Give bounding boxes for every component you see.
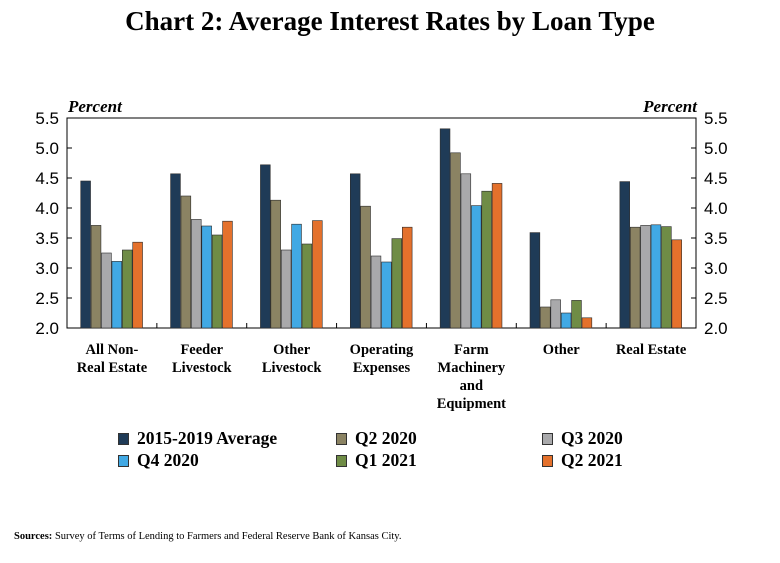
bar — [291, 223, 302, 329]
legend-label: Q2 2021 — [561, 450, 623, 470]
legend-label: 2015-2019 Average — [137, 428, 278, 448]
bar — [650, 224, 662, 329]
x-category-label: All Non- — [86, 342, 139, 358]
bar — [80, 180, 91, 329]
y-tick-label-right: 2.0 — [704, 319, 728, 338]
bar — [529, 232, 541, 329]
legend-swatch — [336, 455, 347, 467]
x-category-label: Livestock — [262, 360, 323, 376]
bar — [222, 220, 233, 329]
y-tick-label-left: 2.0 — [35, 319, 59, 338]
bar — [301, 243, 313, 329]
bar — [280, 249, 292, 329]
x-category-label: Equipment — [437, 396, 506, 412]
x-category-label: Other — [273, 342, 311, 358]
bar — [111, 261, 123, 329]
bar — [619, 181, 630, 329]
legend-swatch — [542, 433, 553, 445]
y-tick-label-left: 2.5 — [35, 289, 59, 308]
y-tick-label-right: 3.5 — [704, 229, 728, 248]
bar — [460, 173, 472, 329]
x-category-label: Livestock — [172, 360, 233, 376]
sources-note: Sources: Survey of Terms of Lending to F… — [14, 531, 402, 542]
legend-label: Q1 2021 — [355, 450, 417, 470]
legend-swatch — [336, 433, 347, 445]
y-tick-label-left: 4.5 — [35, 169, 59, 188]
x-category-label: Real Estate — [77, 360, 148, 376]
y-tick-label-right: 2.5 — [704, 289, 728, 308]
legend-label: Q4 2020 — [137, 450, 199, 470]
sources-label: Sources: — [14, 531, 53, 542]
bar — [170, 173, 181, 329]
legend-swatch — [118, 455, 129, 467]
legend-item: Q2 2021 — [542, 450, 623, 471]
bar — [671, 239, 682, 329]
legend-item: 2015-2019 Average — [118, 428, 277, 449]
plot-area: 2.0 2.0 2.5 2.5 3.0 3.0 3.5 3.5 4.0 4.0 4.5 4.5 5.0 5… — [35, 97, 727, 412]
bar — [640, 225, 651, 329]
bar — [560, 312, 572, 329]
bar — [312, 220, 323, 329]
bar — [201, 225, 212, 329]
legend-item: Q3 2020 — [542, 428, 623, 449]
chart-title: Chart 2: Average Interest Rates by Loan … — [125, 6, 655, 36]
bar — [132, 241, 143, 329]
bar — [540, 306, 551, 329]
bar — [471, 205, 482, 329]
x-category-label: Feeder — [180, 342, 223, 358]
legend-item: Q1 2021 — [336, 450, 417, 471]
bar — [370, 255, 382, 329]
y-tick-label-right: 5.5 — [704, 109, 728, 128]
y-tick-label-left: 5.0 — [35, 139, 59, 158]
legend-item: Q4 2020 — [118, 450, 199, 471]
bar — [491, 183, 503, 329]
y-tick-label-right: 4.5 — [704, 169, 728, 188]
bar — [391, 238, 402, 329]
x-category-label: and — [460, 378, 483, 394]
bar — [571, 300, 582, 329]
legend-swatch — [542, 455, 553, 467]
bar — [270, 199, 281, 329]
y-axis-label-left: Percent — [67, 97, 123, 116]
bar — [581, 317, 593, 329]
x-category-label: Machinery — [438, 360, 506, 376]
bar — [629, 226, 641, 329]
bar — [481, 190, 492, 329]
bar — [439, 128, 451, 329]
x-category-label: Expenses — [353, 360, 411, 376]
legend-item: Q2 2020 — [336, 428, 417, 449]
legend-label: Q2 2020 — [355, 428, 417, 448]
bar — [260, 164, 271, 329]
y-tick-label-left: 5.5 — [35, 109, 59, 128]
y-axis-label-right: Percent — [642, 97, 698, 116]
x-category-label: Real Estate — [616, 342, 687, 358]
bar — [349, 173, 361, 329]
bar — [360, 205, 371, 329]
legend-label: Q3 2020 — [561, 428, 623, 448]
y-tick-label-left: 3.0 — [35, 259, 59, 278]
bar — [180, 195, 192, 329]
y-tick-label-right: 3.0 — [704, 259, 728, 278]
x-category-label: Farm — [454, 342, 489, 358]
bar — [90, 225, 102, 329]
bar — [211, 234, 223, 329]
y-tick-label-right: 4.0 — [704, 199, 728, 218]
x-category-label: Other — [543, 342, 581, 358]
sources-text: Survey of Terms of Lending to Farmers an… — [54, 531, 402, 542]
x-category-label: Operating — [350, 342, 414, 358]
y-tick-label-left: 4.0 — [35, 199, 59, 218]
legend-swatch — [118, 433, 129, 445]
bar — [381, 261, 392, 329]
bar — [550, 299, 561, 329]
bar — [401, 226, 413, 329]
bar — [101, 252, 112, 329]
y-tick-label-left: 3.5 — [35, 229, 59, 248]
y-tick-label-right: 5.0 — [704, 139, 728, 158]
bar — [122, 249, 133, 329]
bar — [191, 219, 202, 329]
bar — [661, 226, 672, 329]
bar — [450, 152, 461, 329]
